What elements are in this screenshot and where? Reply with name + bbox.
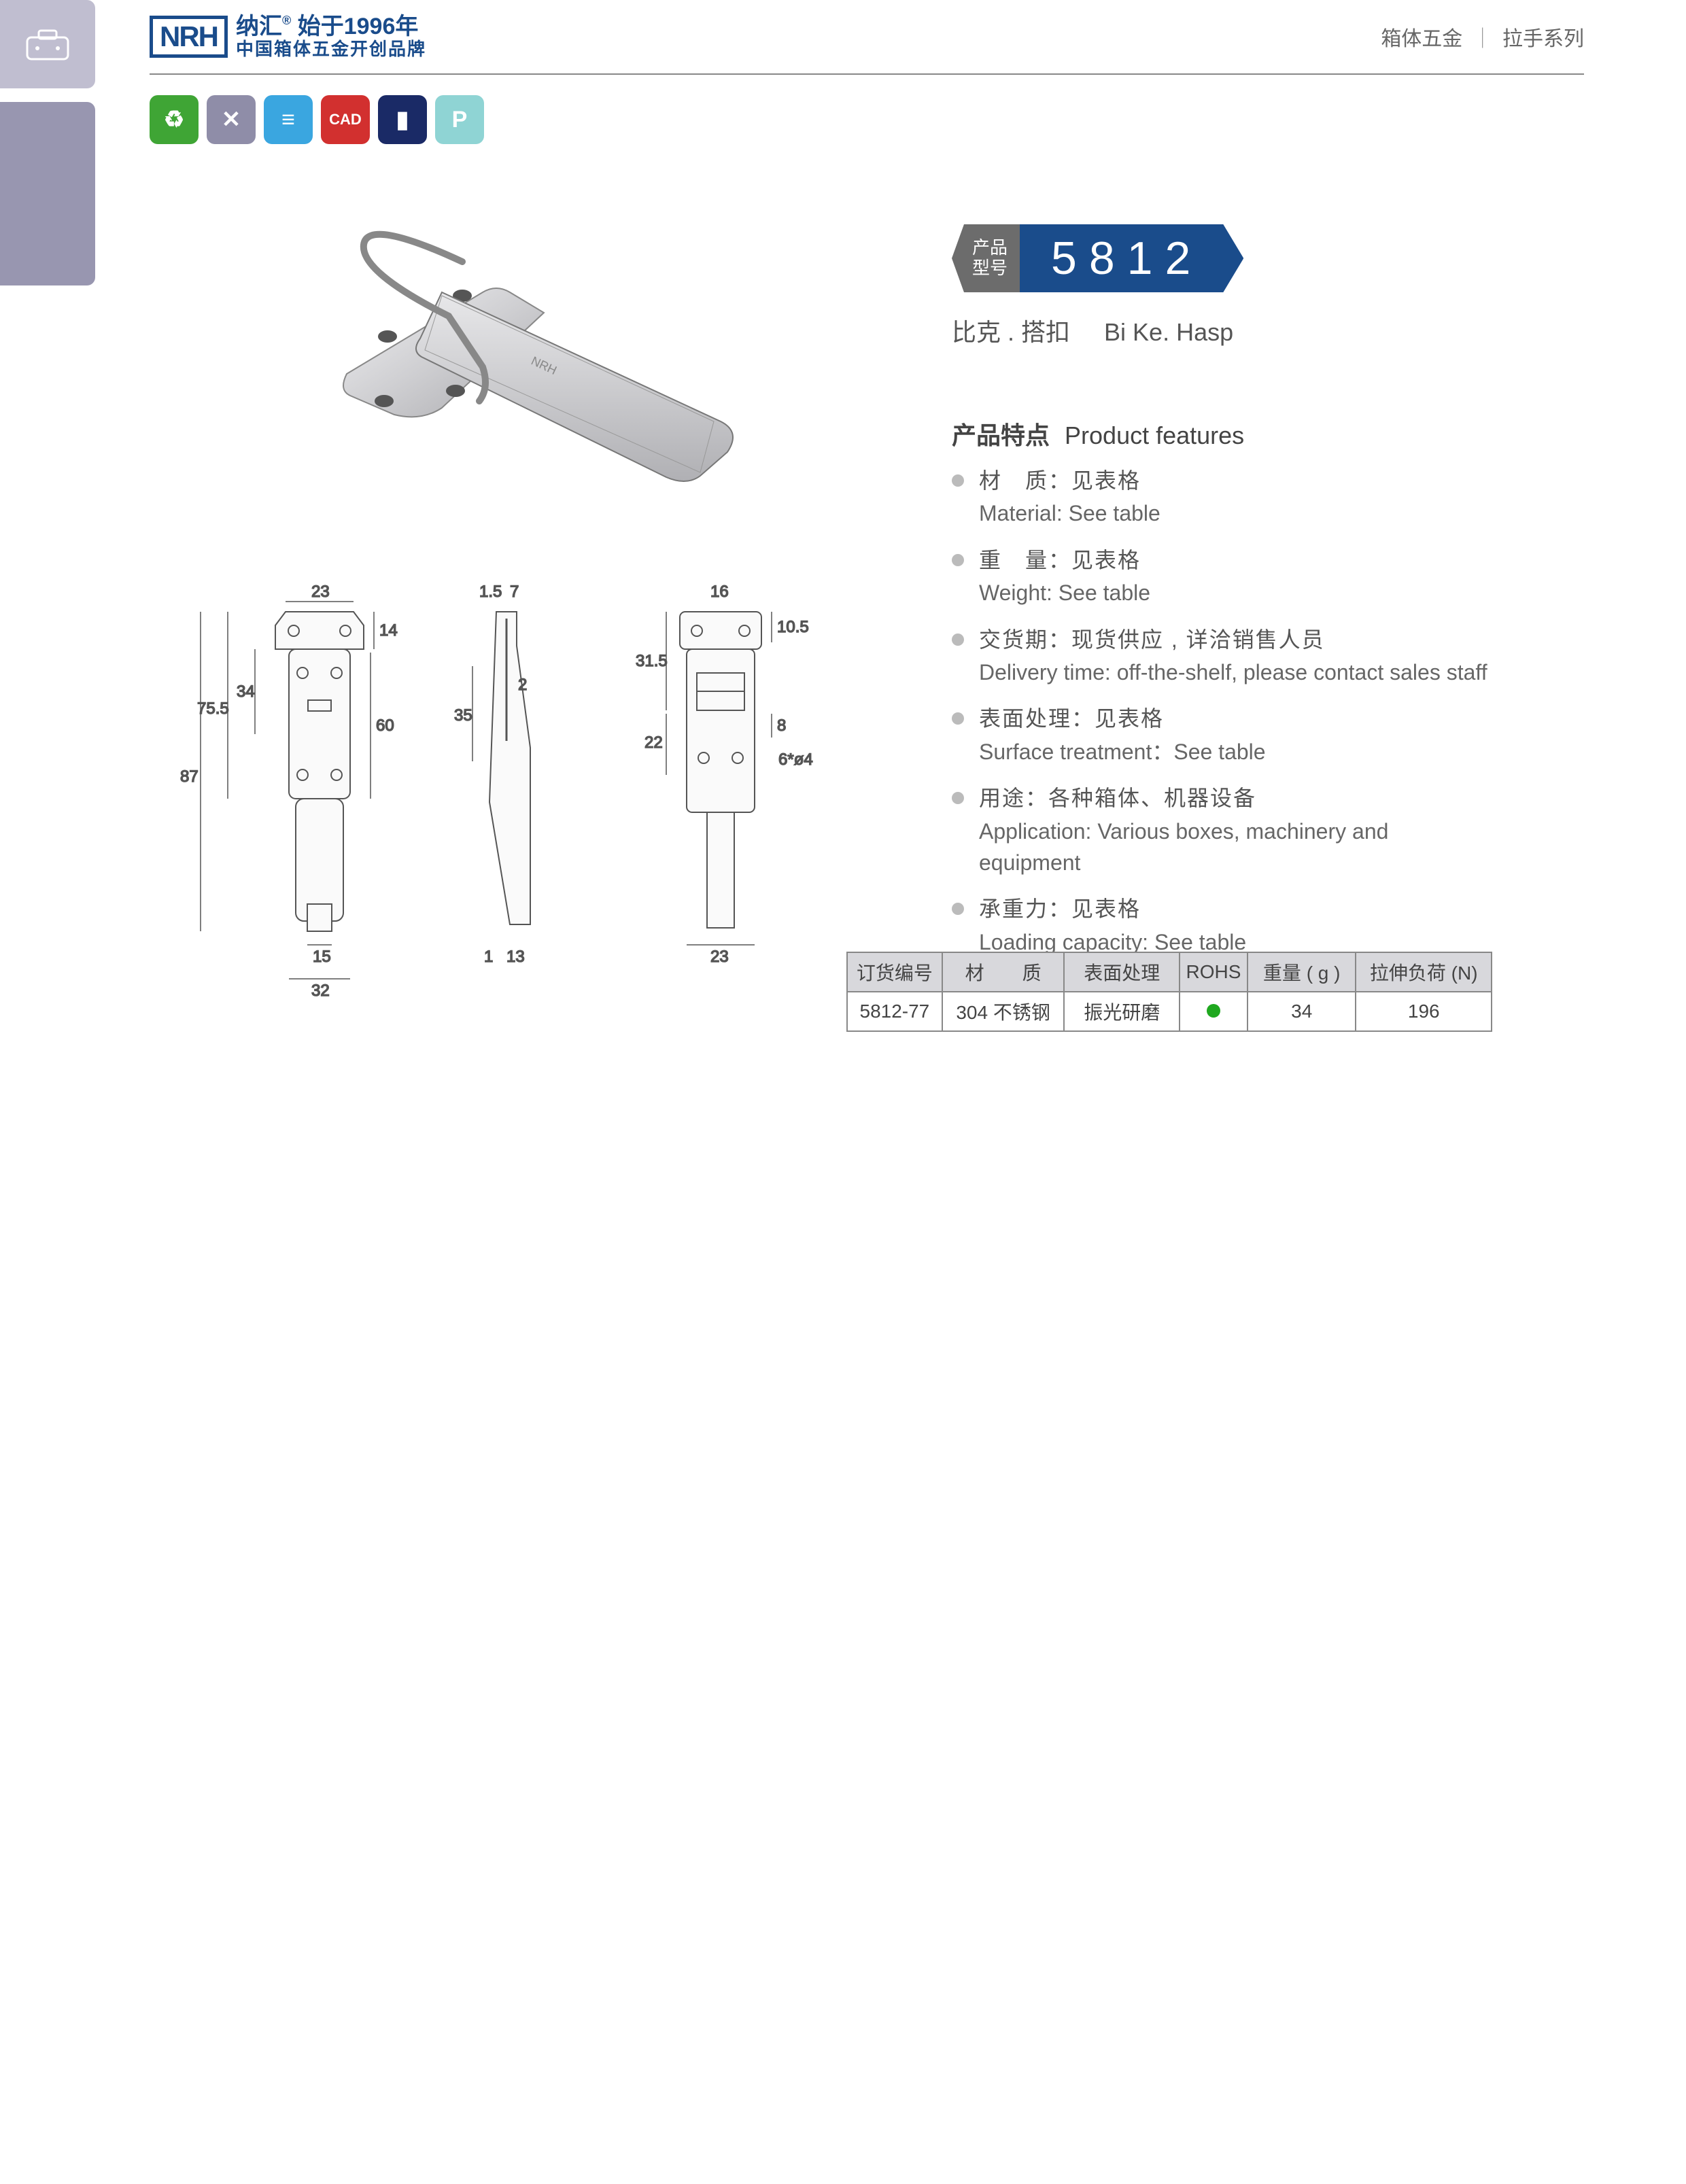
svg-text:7: 7 [510, 583, 519, 601]
brand-tagline: 中国箱体五金开创品牌 [236, 39, 426, 59]
svg-text:23: 23 [710, 948, 729, 966]
model-badge: 产品 型号 5812 [952, 224, 1496, 292]
svg-text:6*ø4: 6*ø4 [778, 750, 813, 769]
brand-since: 始于1996年 [298, 14, 419, 39]
p-icon: P [435, 95, 484, 144]
svg-text:16: 16 [710, 583, 729, 601]
screw-icon: ▮ [378, 95, 427, 144]
svg-text:32: 32 [311, 982, 330, 1000]
feature-icons: ♻✕≡CAD▮P [150, 95, 484, 144]
svg-text:23: 23 [311, 583, 330, 601]
logo: NRH 纳汇® 始于1996年 中国箱体五金开创品牌 [150, 14, 426, 59]
svg-text:14: 14 [379, 621, 398, 640]
table-header: 重量 ( g ) [1248, 952, 1356, 992]
features-title: 产品特点 Product features [952, 416, 1496, 451]
svg-text:1.5: 1.5 [479, 583, 502, 601]
table-header: ROHS [1180, 952, 1248, 992]
side-tab-blank [0, 102, 95, 285]
table-header: 表面处理 [1064, 952, 1180, 992]
svg-text:8: 8 [777, 716, 786, 735]
features: 产品特点 Product features 材 质：见表格Material: S… [952, 416, 1496, 958]
breadcrumb: 箱体五金 ｜ 拉手系列 [1381, 22, 1584, 52]
side-tab-icon [0, 0, 95, 88]
spring-icon: ≡ [264, 95, 313, 144]
model-subtitle: 比克 . 搭扣 Bi Ke. Hasp [952, 313, 1496, 348]
series: 拉手系列 [1502, 28, 1584, 50]
svg-text:87: 87 [180, 767, 199, 786]
right-column: 产品 型号 5812 比克 . 搭扣 Bi Ke. Hasp 产品特点 Prod… [952, 224, 1496, 973]
tools-icon: ✕ [207, 95, 256, 144]
svg-text:10.5: 10.5 [777, 618, 809, 636]
table-header: 材 质 [942, 952, 1065, 992]
model-number: 5812 [1017, 224, 1243, 292]
feature-item: 交货期：现货供应 , 详洽销售人员Delivery time: off-the-… [952, 624, 1496, 689]
svg-text:13: 13 [506, 948, 525, 966]
table-row: 5812-77304 不锈钢振光研磨34196 [847, 992, 1492, 1031]
table-header: 拉伸负荷 (N) [1356, 952, 1492, 992]
rohs-dot [1207, 1004, 1220, 1018]
spec-table: 订货编号材 质表面处理ROHS重量 ( g )拉伸负荷 (N) 5812-773… [846, 952, 1492, 1032]
svg-text:1: 1 [484, 948, 493, 966]
product-image: NRH [252, 197, 795, 537]
feature-item: 重 量：见表格Weight: See table [952, 544, 1496, 609]
feature-item: 表面处理：见表格Surface treatment：See table [952, 703, 1496, 767]
feature-item: 用途：各种箱体、机器设备Application: Various boxes, … [952, 782, 1496, 878]
svg-text:60: 60 [376, 716, 394, 735]
logo-mark: NRH [150, 16, 228, 58]
cad-icon: CAD [321, 95, 370, 144]
side-tabs [0, 0, 95, 299]
svg-text:75.5: 75.5 [197, 699, 229, 718]
svg-text:15: 15 [313, 948, 331, 966]
svg-text:22: 22 [644, 733, 663, 752]
feature-item: 材 质：见表格Material: See table [952, 465, 1496, 530]
svg-text:31.5: 31.5 [636, 652, 668, 670]
model-label: 产品 型号 [952, 224, 1020, 292]
table-header: 订货编号 [847, 952, 942, 992]
eco-icon: ♻ [150, 95, 199, 144]
feature-item: 承重力：见表格Loading capacity: See table [952, 893, 1496, 958]
technical-drawing: 23 14 34 75.5 87 60 15 32 1.5 7 35 2 1 1… [156, 571, 843, 1020]
svg-text:34: 34 [237, 682, 255, 701]
category: 箱体五金 [1381, 28, 1462, 50]
header: NRH 纳汇® 始于1996年 中国箱体五金开创品牌 箱体五金 ｜ 拉手系列 [150, 0, 1584, 75]
svg-text:2: 2 [518, 676, 527, 694]
brand-name: 纳汇 [236, 14, 282, 39]
svg-text:35: 35 [454, 706, 472, 725]
